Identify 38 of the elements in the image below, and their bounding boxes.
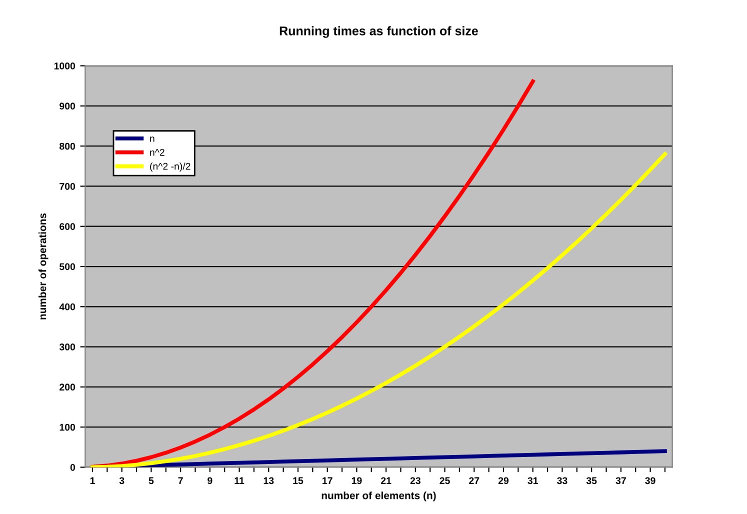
chart-title: Running times as function of size [280, 26, 478, 38]
x-tick-label: 27 [469, 477, 480, 484]
x-tick-label: 33 [557, 477, 568, 484]
x-tick-label: 19 [352, 477, 362, 484]
legend-label: n^2 [150, 148, 164, 156]
y-tick-label: 100 [60, 424, 76, 431]
x-tick-label: 23 [410, 477, 420, 484]
x-tick-label: 31 [528, 477, 538, 484]
x-tick-label: 9 [208, 477, 212, 484]
y-tick-label: 200 [60, 384, 76, 391]
y-tick-label: 900 [60, 102, 76, 110]
x-tick-label: 35 [586, 477, 597, 484]
x-tick-label: 29 [498, 477, 509, 484]
legend-label: (n^2 -n)/2 [150, 162, 190, 172]
x-tick-label: 5 [148, 477, 154, 484]
x-tick-label: 11 [234, 477, 244, 484]
x-tick-label: 37 [616, 477, 626, 484]
y-tick-label: 700 [60, 182, 76, 190]
legend-label: n [150, 136, 154, 142]
y-tick-label: 500 [60, 263, 76, 270]
y-tick-label: 600 [60, 223, 76, 230]
y-tick-label: 1000 [54, 62, 76, 70]
y-tick-label: 400 [59, 303, 76, 310]
y-tick-label: 300 [59, 344, 76, 350]
x-tick-label: 17 [322, 477, 332, 484]
x-tick-label: 39 [645, 477, 656, 484]
x-tick-label: 3 [119, 477, 124, 484]
x-tick-label: 13 [264, 477, 274, 484]
x-tick-label: 1 [90, 477, 95, 484]
y-tick-label: 0 [70, 464, 76, 471]
x-tick-label: 7 [178, 477, 183, 484]
y-axis-title: number of operations [38, 213, 48, 320]
x-axis-title: number of elements (n) [322, 492, 436, 502]
line-series [90, 80, 535, 468]
x-tick-label: 21 [381, 477, 392, 484]
x-tick-label: 15 [293, 477, 304, 484]
y-tick-label: 800 [60, 142, 76, 150]
x-tick-label: 25 [440, 477, 450, 484]
